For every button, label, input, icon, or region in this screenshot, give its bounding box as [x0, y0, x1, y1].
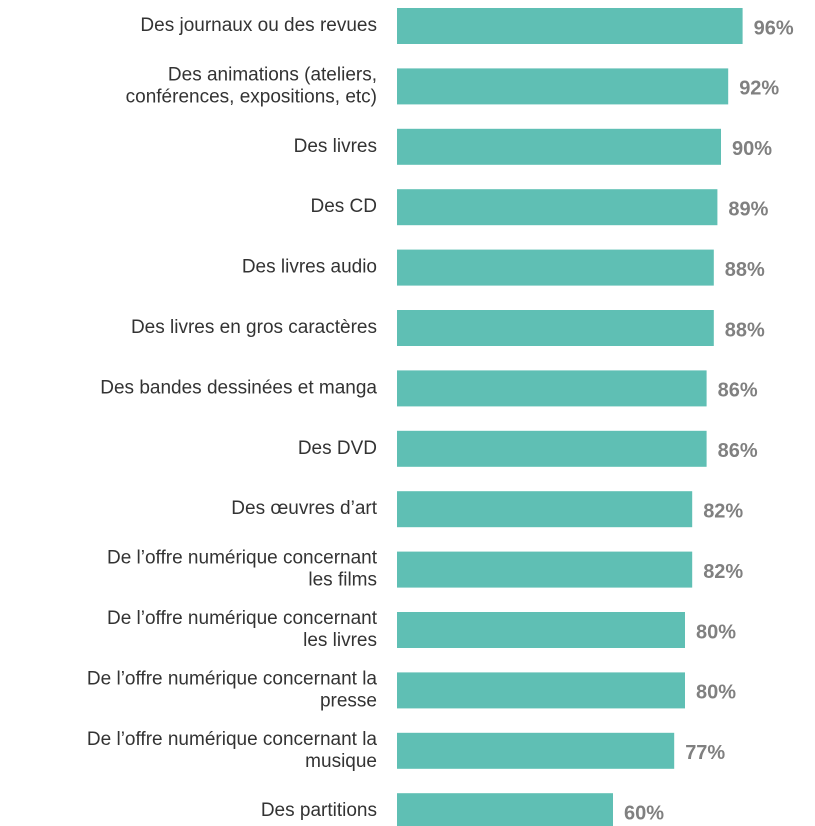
- bar: [397, 249, 714, 286]
- category-label: Des œuvres d’art: [231, 498, 377, 519]
- bar: [397, 793, 613, 826]
- category-label: De l’offre numérique concernant les livre…: [107, 608, 378, 651]
- category-label: Des livres audio: [242, 257, 377, 278]
- bar: [397, 128, 721, 165]
- bar: [397, 370, 707, 407]
- bar: [397, 491, 693, 528]
- value-label: 82%: [703, 500, 743, 522]
- value-label: 86%: [718, 440, 758, 462]
- value-label: 77%: [685, 742, 725, 764]
- bar: [397, 732, 675, 769]
- value-label: 60%: [624, 802, 664, 824]
- bar: [397, 68, 729, 105]
- category-label: Des livres en gros caractères: [131, 317, 377, 338]
- category-label: Des CD: [310, 196, 377, 217]
- bar: [397, 612, 685, 648]
- category-label: Des partitions: [261, 800, 377, 821]
- value-label: 80%: [696, 621, 736, 643]
- bar: [397, 8, 743, 44]
- value-label: 82%: [703, 561, 743, 583]
- category-label: Des journaux ou des revues: [140, 15, 377, 36]
- category-label: Des livres: [294, 136, 377, 157]
- value-label: 80%: [696, 682, 736, 704]
- value-label: 89%: [728, 198, 768, 220]
- value-label: 92%: [739, 78, 779, 100]
- bar: [397, 551, 693, 588]
- category-label: Des bandes dessinées et manga: [100, 377, 377, 398]
- category-label: Des animations (ateliers, conférences, ex…: [126, 64, 377, 107]
- value-label: 88%: [725, 319, 765, 341]
- bar: [397, 672, 685, 709]
- value-label: 88%: [725, 259, 765, 281]
- value-label: 90%: [732, 138, 772, 160]
- category-label: De l’offre numérique concernant les films: [107, 548, 378, 591]
- value-label: 96%: [754, 17, 794, 39]
- bar: [397, 430, 707, 467]
- bar: [397, 310, 714, 346]
- category-label: Des DVD: [298, 438, 377, 459]
- category-label: De l’offre numérique concernant la musiqu…: [87, 729, 378, 772]
- category-label: De l’offre numérique concernant la presse: [87, 668, 378, 711]
- value-label: 86%: [718, 380, 758, 402]
- bar: [397, 189, 718, 226]
